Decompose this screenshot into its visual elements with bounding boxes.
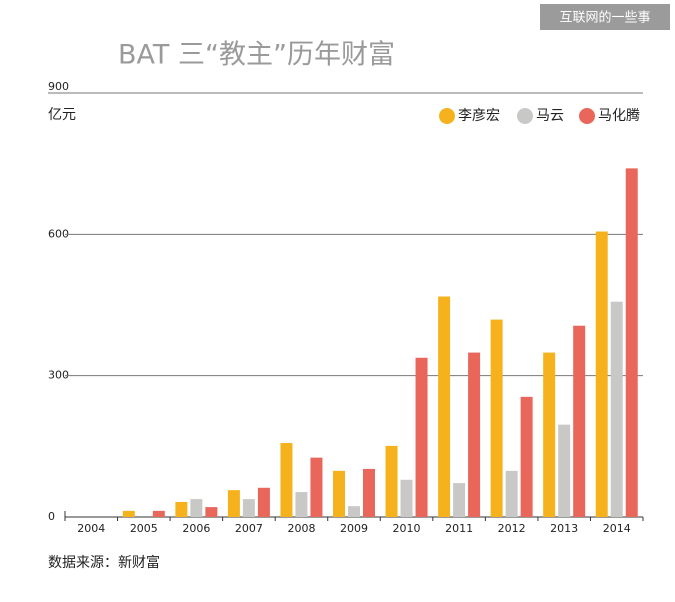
bar	[520, 396, 533, 517]
x-tick-label: 2004	[77, 522, 105, 535]
watermark-box	[540, 4, 670, 30]
bar	[190, 499, 203, 517]
x-tick-label: 2009	[340, 522, 368, 535]
bar	[295, 492, 308, 517]
bar	[363, 468, 375, 517]
bar	[280, 443, 293, 517]
x-tick-label: 2008	[287, 522, 315, 535]
y-tick-label: 0	[48, 510, 55, 523]
bar	[242, 499, 255, 517]
bar	[415, 357, 428, 517]
legend-marker	[517, 108, 533, 124]
x-tick-label: 2012	[498, 522, 526, 535]
legend-label: 李彦宏	[458, 108, 500, 124]
bar	[453, 483, 466, 517]
bar	[385, 445, 398, 517]
bar	[595, 231, 608, 518]
legend-marker	[579, 108, 595, 124]
x-tick-label: 2014	[603, 522, 631, 535]
legend-label: 马化腾	[598, 107, 640, 124]
bar	[175, 501, 188, 517]
x-tick-label: 2005	[130, 522, 158, 535]
y-tick-label: 300	[48, 369, 69, 382]
bar	[505, 470, 518, 517]
bar	[490, 319, 503, 517]
bar	[348, 506, 360, 517]
bar	[122, 510, 135, 517]
x-tick-label: 2006	[182, 522, 210, 535]
x-tick-label: 2013	[550, 522, 578, 535]
bar	[625, 168, 638, 517]
legend-marker	[439, 108, 455, 124]
bar	[205, 507, 218, 517]
source: 数据来源：新财富	[48, 554, 160, 571]
bar	[310, 457, 323, 517]
bar	[333, 470, 345, 517]
x-tick-label: 2011	[445, 522, 473, 535]
watermark: 互联网的一些事	[559, 10, 650, 26]
bar	[152, 510, 165, 517]
bar	[400, 479, 413, 517]
y-axis-label: 亿元	[48, 107, 76, 123]
chart-title: BAT 三“教主”历年财富	[118, 40, 395, 71]
bar	[438, 296, 451, 517]
bar	[610, 301, 623, 517]
bar	[257, 487, 270, 517]
x-tick-label: 2007	[235, 522, 263, 535]
legend-label: 马云	[536, 108, 564, 124]
bar	[543, 352, 556, 517]
bar	[468, 352, 481, 517]
bar	[227, 490, 240, 517]
bar	[573, 325, 586, 517]
y-tick-label: 600	[48, 227, 69, 240]
y-tick-label: 900	[48, 80, 69, 93]
bar	[558, 424, 571, 517]
x-tick-label: 2010	[393, 522, 421, 535]
